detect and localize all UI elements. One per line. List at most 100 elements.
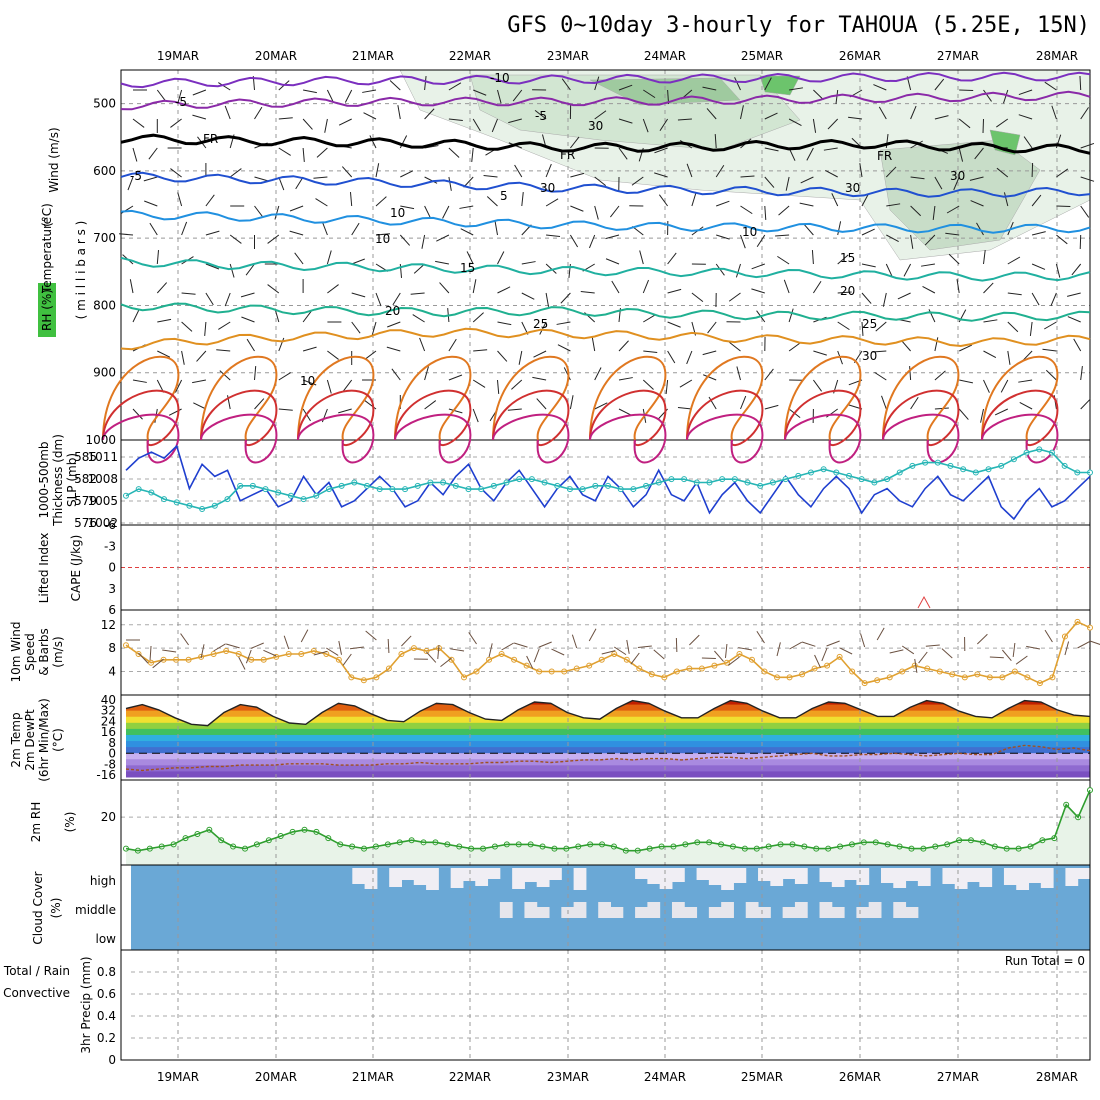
wind-barb bbox=[878, 106, 887, 120]
wind-barb bbox=[424, 145, 439, 149]
rh-contour-label: 10 bbox=[390, 206, 405, 220]
rh-contour-label: 30 bbox=[540, 181, 555, 195]
li-tick-label: 0 bbox=[108, 561, 116, 575]
wind-barb bbox=[872, 350, 887, 353]
high-cloud-gap bbox=[426, 868, 439, 890]
rh2m-series-line bbox=[125, 789, 1091, 852]
wind-barb bbox=[375, 163, 380, 178]
wind-barb bbox=[716, 200, 730, 207]
wind-barb bbox=[677, 407, 692, 410]
wind-barb bbox=[714, 133, 717, 149]
wind-barb bbox=[728, 292, 741, 302]
wind-barb bbox=[473, 349, 488, 352]
temperature-color-band bbox=[126, 722, 1090, 729]
wind-barb bbox=[605, 234, 620, 240]
wind-barb bbox=[177, 192, 183, 207]
wind-barb bbox=[539, 321, 547, 335]
wind-barb bbox=[448, 408, 463, 414]
wind-barb bbox=[901, 340, 911, 352]
wind-barb bbox=[278, 117, 293, 120]
thickness-tick-label: 585 bbox=[74, 450, 97, 464]
wind-barb bbox=[514, 164, 523, 178]
wind-barb bbox=[686, 163, 693, 178]
wind-barb bbox=[885, 263, 893, 277]
pressure-tick-label: 1000 bbox=[85, 433, 116, 447]
ylabel-thickness-b: Thickness (dm) bbox=[51, 434, 65, 527]
wind-barb bbox=[910, 105, 917, 120]
temperature-color-band bbox=[126, 746, 1090, 754]
wind-barb bbox=[1018, 89, 1033, 96]
wind-barb bbox=[483, 175, 498, 178]
wind-barb bbox=[413, 263, 425, 274]
isotherm-line bbox=[120, 171, 1091, 198]
wind-barb bbox=[560, 292, 571, 304]
wind-barb bbox=[909, 365, 912, 381]
wind-barb bbox=[341, 166, 353, 178]
cloud-row-label: middle bbox=[75, 903, 116, 917]
warm-isotherm-loop bbox=[784, 355, 862, 441]
surface-wind-barb bbox=[538, 641, 552, 648]
wind-barb bbox=[278, 408, 293, 411]
wind-barb bbox=[800, 176, 814, 184]
grid-layer bbox=[120, 69, 1091, 1061]
surface-wind-barb bbox=[801, 641, 816, 647]
surface-wind-barb bbox=[349, 646, 364, 650]
wind-barb bbox=[996, 167, 1009, 178]
date-label-bottom: 21MAR bbox=[352, 1070, 394, 1084]
wind-barb bbox=[1018, 379, 1033, 383]
wind-barb bbox=[473, 89, 487, 96]
surface-wind-barb bbox=[839, 647, 853, 655]
wind-barb bbox=[734, 77, 741, 91]
warm-isotherm-loop bbox=[492, 413, 570, 464]
wind-barb bbox=[667, 252, 677, 265]
wind-barb bbox=[886, 203, 901, 207]
precip-tick-label: 0.2 bbox=[97, 1031, 116, 1045]
wind-barb bbox=[729, 341, 741, 352]
precip-tick-label: 0 bbox=[108, 1053, 116, 1067]
wind-barb bbox=[1080, 142, 1095, 149]
wind-barb bbox=[783, 279, 790, 294]
surface-wind-barb bbox=[630, 652, 640, 665]
wind-barb bbox=[983, 282, 994, 294]
ylabel-temp-3: (°C) bbox=[51, 728, 65, 752]
wind-barb bbox=[983, 89, 992, 102]
high-cloud-gap bbox=[917, 868, 931, 886]
isotherm-label: -5 bbox=[175, 95, 187, 109]
panel-border bbox=[120, 949, 1091, 1061]
wind-barb bbox=[861, 292, 872, 304]
ylabel-rh: RH (%) bbox=[40, 289, 54, 331]
temperature-color-band bbox=[126, 752, 1090, 760]
wind-barb bbox=[875, 321, 887, 332]
pressure-tick-label: 700 bbox=[93, 231, 116, 245]
wind-barb bbox=[686, 350, 693, 365]
wind-barb bbox=[448, 338, 457, 352]
isotherm-line bbox=[120, 302, 1091, 322]
wind-barb bbox=[1080, 107, 1089, 120]
mid-cloud-gap bbox=[647, 902, 661, 918]
wind-barb bbox=[928, 309, 936, 323]
wind-barb bbox=[148, 147, 158, 160]
high-cloud-gap bbox=[770, 868, 784, 886]
ylabel-wind10m-3: (m/s) bbox=[51, 636, 65, 667]
wind-barb bbox=[240, 292, 255, 298]
mid-cloud-gap bbox=[708, 907, 722, 918]
surface-wind-barb bbox=[925, 644, 940, 647]
wind-barb bbox=[835, 89, 839, 104]
wind-barb bbox=[241, 316, 255, 323]
wind-barb bbox=[412, 314, 425, 323]
temp-tick-label: 8 bbox=[108, 736, 116, 750]
wind-barb bbox=[218, 321, 231, 330]
isotherm-label: 20 bbox=[385, 304, 400, 318]
surface-wind-barb bbox=[200, 644, 205, 659]
wind-barb bbox=[471, 147, 474, 162]
slp-tick-label: 1011 bbox=[87, 450, 118, 464]
wind-barb bbox=[375, 292, 382, 307]
high-cloud-gap bbox=[475, 868, 489, 886]
rh-contour-label: 30 bbox=[845, 181, 860, 195]
surface-wind-barb bbox=[238, 656, 246, 670]
wind-barb bbox=[386, 346, 401, 352]
wind-barb bbox=[570, 172, 585, 178]
surface-wind-barb bbox=[876, 627, 885, 641]
wind-barb bbox=[156, 89, 167, 102]
surface-wind-barb bbox=[653, 649, 665, 660]
